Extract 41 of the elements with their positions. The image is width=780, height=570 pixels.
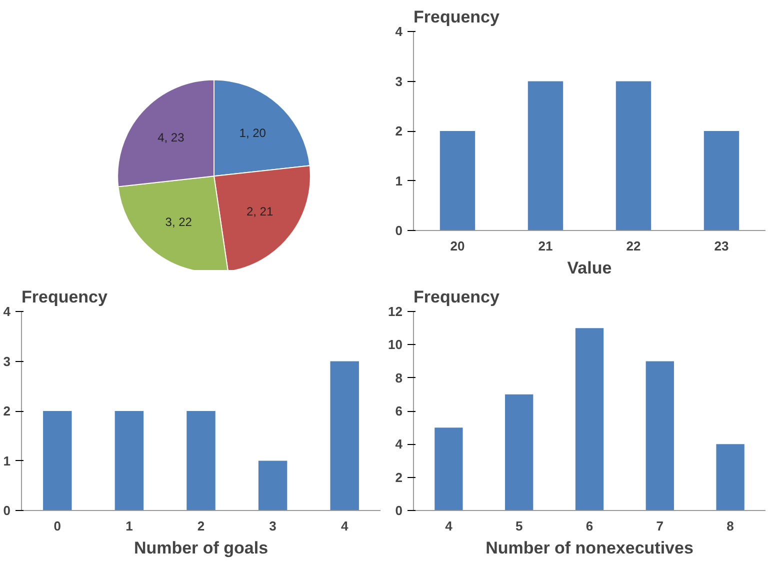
y-axis-title: Frequency [414,288,500,306]
x-tick-label: 23 [714,238,729,254]
x-tick-label: 8 [726,518,734,534]
x-tick-label: 22 [626,238,641,254]
y-axis-title: Frequency [414,8,500,26]
y-tick-label: 0 [395,503,403,518]
y-tick-label: 12 [388,304,403,319]
y-tick-label: 2 [395,470,403,485]
y-axis-title: Frequency [22,288,108,306]
y-tick-label: 4 [395,24,404,39]
x-tick-label: 21 [538,238,553,254]
slice-label: 2, 21 [246,204,274,219]
x-axis-title: Number of goals [134,538,268,558]
x-tick-label: 3 [269,518,276,534]
x-tick-label: 6 [586,518,594,534]
x-tick-label: 5 [515,518,523,534]
x-tick-label: 20 [450,238,465,254]
y-tick-label: 3 [395,74,403,89]
y-tick-label: 1 [3,453,11,468]
y-tick-label: 3 [3,354,11,369]
x-tick-label: 7 [656,518,664,534]
y-tick-label: 10 [388,337,403,352]
slice-label: 1, 20 [239,126,266,140]
slice-label: 3, 22 [165,214,192,229]
x-axis-title: Number of nonexecutives [486,538,694,558]
y-tick-label: 2 [3,404,11,418]
x-tick-label: 1 [126,518,133,534]
slice-label: 4, 23 [158,130,185,145]
x-tick-label: 2 [197,518,205,534]
x-tick-label: 0 [54,518,62,534]
y-tick-label: 6 [395,404,403,418]
y-tick-label: 0 [395,223,403,238]
y-tick-label: 1 [395,173,403,188]
x-tick-label: 4 [340,518,349,534]
y-tick-label: 4 [3,304,12,319]
y-tick-label: 0 [3,503,11,518]
y-tick-label: 4 [395,436,404,452]
y-tick-label: 8 [395,370,403,386]
x-tick-label: 4 [445,518,454,534]
y-tick-label: 2 [395,124,403,138]
x-axis-title: Value [567,258,612,278]
